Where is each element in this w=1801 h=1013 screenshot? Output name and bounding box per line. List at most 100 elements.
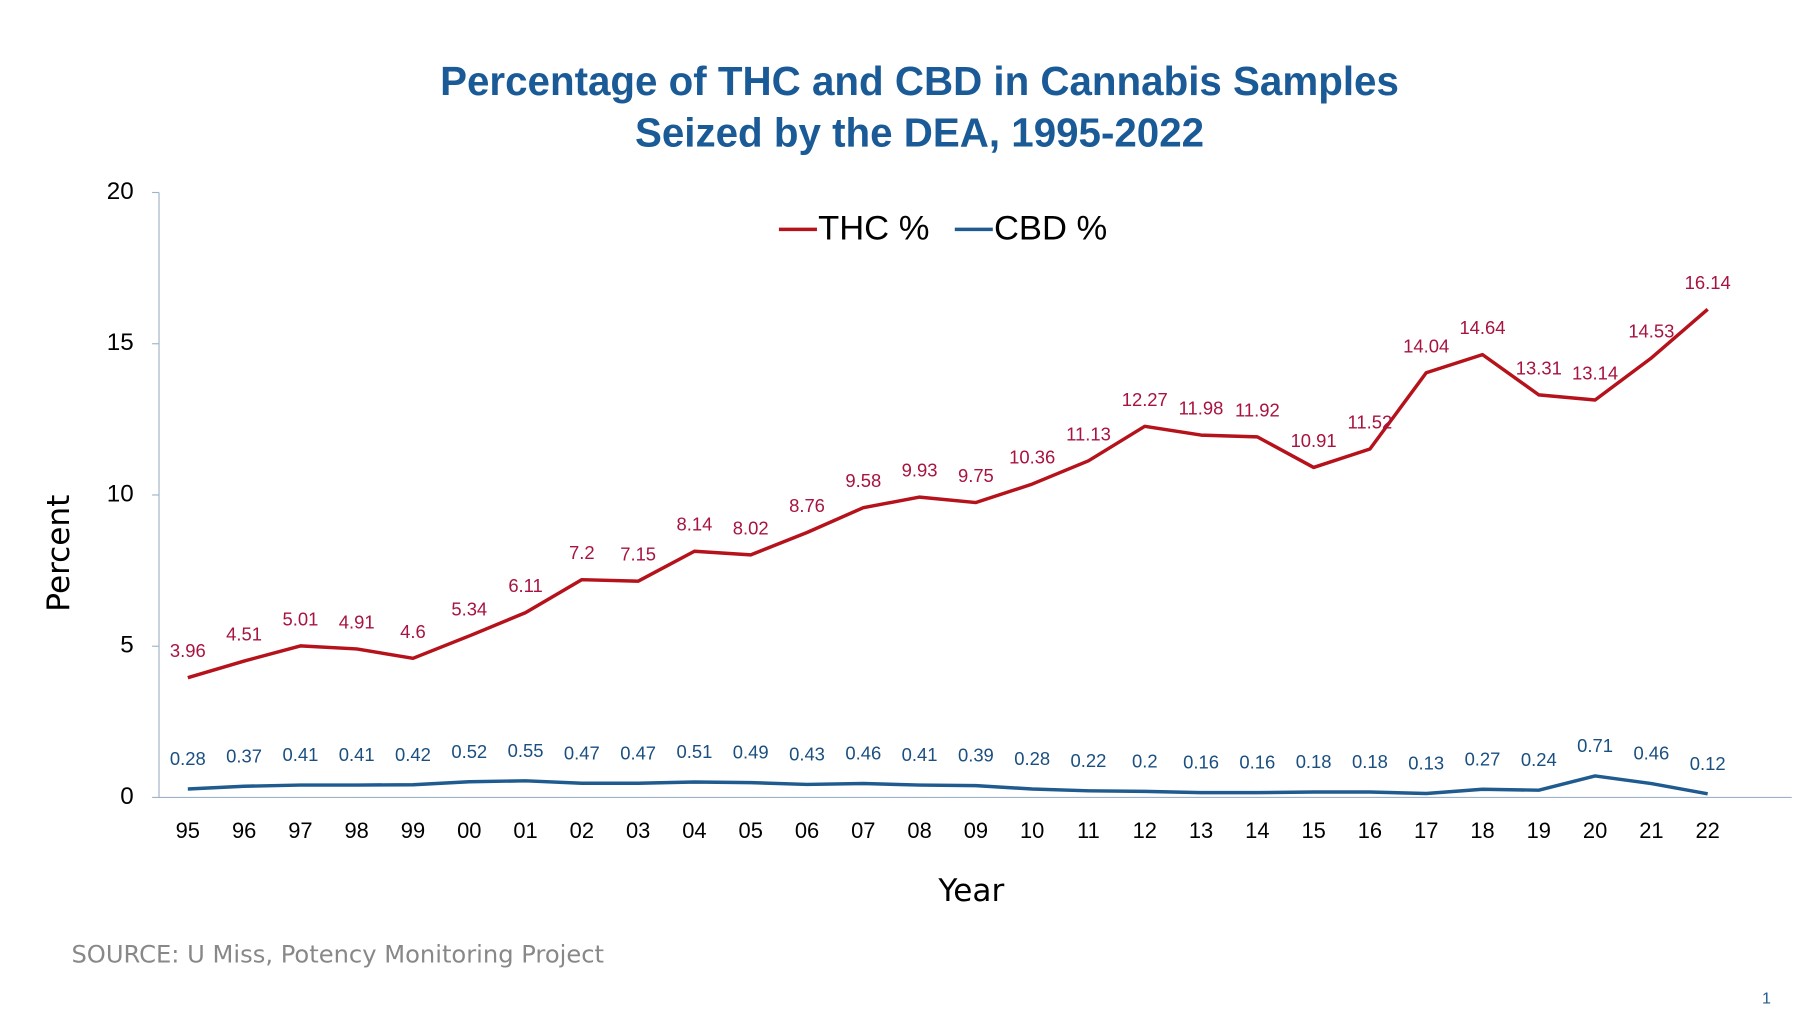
data-label: 0.18 xyxy=(1296,751,1332,772)
data-label: 4.6 xyxy=(400,621,426,642)
x-tick-label: 03 xyxy=(626,818,650,843)
y-tick-label: 20 xyxy=(107,178,134,205)
x-tick-label: 99 xyxy=(401,818,425,843)
x-tick-label: 15 xyxy=(1301,818,1325,843)
x-axis-label: Year xyxy=(937,873,1004,909)
data-label: 10.91 xyxy=(1291,430,1337,451)
data-label: 0.52 xyxy=(451,741,487,762)
legend-label: CBD % xyxy=(994,210,1107,248)
x-tick-label: 09 xyxy=(964,818,988,843)
data-label: 8.14 xyxy=(677,514,713,535)
x-tick-label: 21 xyxy=(1639,818,1663,843)
x-tick-label: 05 xyxy=(739,818,763,843)
data-label: 5.01 xyxy=(282,608,318,629)
x-tick-label: 00 xyxy=(457,818,481,843)
data-label: 0.39 xyxy=(958,745,994,766)
x-tick-label: 11 xyxy=(1077,818,1100,843)
x-tick-label: 95 xyxy=(176,818,200,843)
y-tick-label: 10 xyxy=(107,480,134,507)
x-tick-label: 97 xyxy=(288,818,312,843)
x-tick-label: 07 xyxy=(851,818,875,843)
x-tick-label: 20 xyxy=(1583,818,1607,843)
y-tick-label: 0 xyxy=(120,783,133,810)
source-note: SOURCE: U Miss, Potency Monitoring Proje… xyxy=(71,940,604,968)
data-label: 7.2 xyxy=(569,542,595,563)
data-label: 6.11 xyxy=(508,575,542,596)
x-tick-label: 12 xyxy=(1133,818,1157,843)
data-label: 4.51 xyxy=(226,624,262,645)
data-label: 14.64 xyxy=(1459,317,1505,338)
x-tick-label: 98 xyxy=(345,818,369,843)
x-tick-label: 10 xyxy=(1020,818,1044,843)
data-label: 0.42 xyxy=(395,744,431,765)
data-label: 0.24 xyxy=(1521,749,1557,770)
data-label: 0.27 xyxy=(1465,748,1501,769)
data-label: 14.04 xyxy=(1403,335,1449,356)
data-label: 0.37 xyxy=(226,745,262,766)
data-label: 0.47 xyxy=(564,742,600,763)
x-tick-label: 18 xyxy=(1470,818,1494,843)
data-label: 0.46 xyxy=(1633,743,1669,764)
data-label: 0.16 xyxy=(1183,752,1219,773)
data-label: 13.14 xyxy=(1572,363,1618,384)
data-label: 0.12 xyxy=(1690,753,1726,774)
data-label: 16.14 xyxy=(1685,272,1731,293)
data-label: 0.47 xyxy=(620,742,656,763)
data-label: 9.93 xyxy=(902,460,938,481)
data-label: 0.18 xyxy=(1352,751,1388,772)
x-tick-label: 96 xyxy=(232,818,256,843)
data-label: 0.41 xyxy=(339,744,375,765)
y-tick-label: 5 xyxy=(120,632,133,659)
x-tick-label: 17 xyxy=(1414,818,1438,843)
x-tick-label: 13 xyxy=(1189,818,1213,843)
data-label: 0.46 xyxy=(845,743,881,764)
chart-title: Seized by the DEA, 1995-2022 xyxy=(635,110,1204,156)
x-tick-label: 08 xyxy=(907,818,931,843)
data-label: 11.52 xyxy=(1348,412,1393,433)
x-tick-label: 22 xyxy=(1695,818,1719,843)
data-label: 9.58 xyxy=(845,470,881,491)
data-label: 11.92 xyxy=(1235,399,1280,420)
series-line xyxy=(187,307,1709,680)
data-label: 0.28 xyxy=(170,748,206,769)
x-tick-label: 02 xyxy=(570,818,594,843)
data-label: 0.41 xyxy=(282,744,318,765)
legend-label: THC % xyxy=(818,210,929,248)
data-label: 0.43 xyxy=(789,744,825,765)
page-number: 1 xyxy=(1762,989,1771,1007)
data-label: 0.2 xyxy=(1132,750,1158,771)
data-label: 8.76 xyxy=(789,495,825,516)
data-label: 0.71 xyxy=(1577,735,1613,756)
y-axis-label: Percent xyxy=(41,495,77,612)
data-label: 5.34 xyxy=(451,598,487,619)
data-label: 14.53 xyxy=(1628,320,1674,341)
x-tick-label: 04 xyxy=(682,818,706,843)
data-label: 8.02 xyxy=(733,517,769,538)
data-label: 0.55 xyxy=(508,740,544,761)
data-label: 0.13 xyxy=(1408,753,1444,774)
data-label: 7.15 xyxy=(620,544,656,565)
data-label: 3.96 xyxy=(170,640,206,661)
y-tick-label: 15 xyxy=(107,329,134,356)
data-label: 13.31 xyxy=(1516,357,1562,378)
data-label: 12.27 xyxy=(1122,389,1168,410)
data-label: 11.98 xyxy=(1179,398,1224,419)
series-line xyxy=(187,774,1708,796)
data-label: 10.36 xyxy=(1009,447,1055,468)
data-label: 0.28 xyxy=(1014,748,1050,769)
x-tick-label: 16 xyxy=(1358,818,1382,843)
x-tick-label: 14 xyxy=(1245,818,1269,843)
data-label: 0.22 xyxy=(1071,750,1107,771)
data-label: 4.91 xyxy=(339,611,375,632)
data-label: 0.51 xyxy=(677,741,713,762)
data-label: 0.49 xyxy=(733,742,769,763)
x-tick-label: 01 xyxy=(513,818,537,843)
chart-title: Percentage of THC and CBD in Cannabis Sa… xyxy=(440,58,1399,104)
x-tick-label: 19 xyxy=(1527,818,1551,843)
data-label: 0.41 xyxy=(902,744,938,765)
x-tick-label: 06 xyxy=(795,818,819,843)
data-label: 0.16 xyxy=(1239,752,1275,773)
